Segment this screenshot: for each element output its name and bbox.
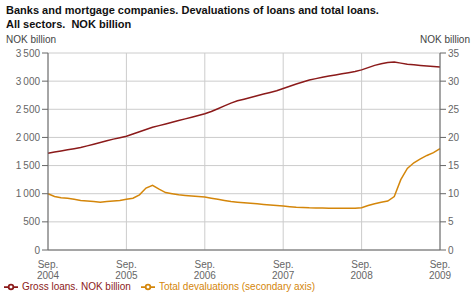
svg-text:Sep.2006: Sep.2006: [194, 259, 217, 281]
svg-text:30: 30: [448, 76, 460, 87]
svg-text:25: 25: [448, 104, 460, 115]
svg-text:500: 500: [23, 216, 40, 227]
svg-text:Sep.2005: Sep.2005: [115, 259, 138, 281]
svg-text:Sep.2009: Sep.2009: [429, 259, 452, 281]
svg-text:2 500: 2 500: [16, 104, 41, 115]
svg-text:10: 10: [448, 188, 460, 199]
html-text:Total devaluations (secondary: Total devaluations (secondary axis): [158, 280, 316, 292]
svg-text:Sep.2008: Sep.2008: [350, 259, 373, 281]
html-text:NOK billion: NOK billion: [420, 34, 470, 45]
svg-text:1 500: 1 500: [16, 160, 41, 171]
svg-text:0: 0: [448, 245, 454, 256]
svg-text:20: 20: [448, 132, 460, 143]
svg-text:3 500: 3 500: [16, 48, 41, 59]
svg-text:Sep.2007: Sep.2007: [272, 259, 295, 281]
svg-text:3 000: 3 000: [16, 76, 41, 87]
html-text:Gross loans. NOK billion: Gross loans. NOK billion: [22, 280, 131, 292]
svg-text:2 000: 2 000: [16, 132, 41, 143]
svg-text:0: 0: [34, 245, 40, 256]
svg-text:15: 15: [448, 160, 460, 171]
html-text:NOK billion: NOK billion: [6, 34, 56, 45]
svg-text:1 000: 1 000: [16, 188, 41, 199]
svg-text:35: 35: [448, 48, 460, 59]
svg-text:Sep.2004: Sep.2004: [37, 259, 60, 281]
svg-text:5: 5: [448, 216, 454, 227]
html-text:Banks and mortgage companies.: Banks and mortgage companies. Devaluatio…: [6, 4, 379, 16]
html-text:All sectors. NOK billion: All sectors. NOK billion: [6, 18, 132, 30]
